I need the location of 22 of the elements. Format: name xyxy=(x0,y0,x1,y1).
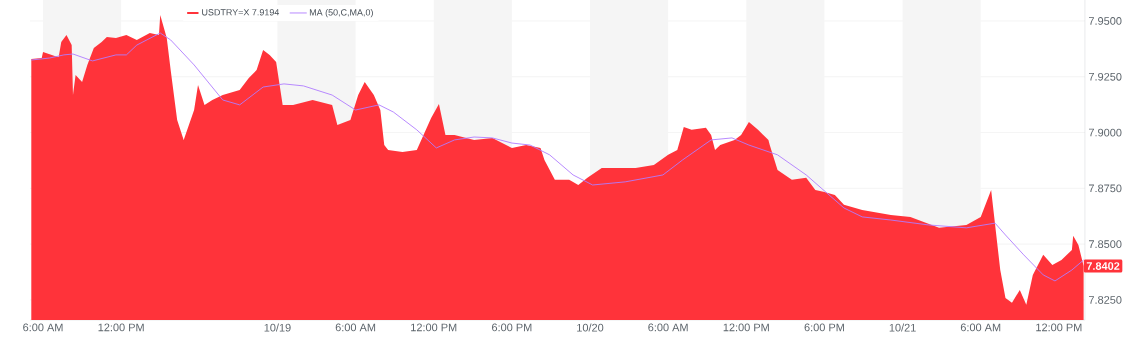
y-tick-label: 7.8250 xyxy=(1088,296,1122,304)
annotation: 7.8402 xyxy=(1086,262,1120,270)
x-tick-label: 12:00 PM xyxy=(723,323,769,332)
y-tick-label: 7.9000 xyxy=(1088,128,1122,137)
x-tick-label: 6:00 AM xyxy=(648,323,688,332)
x-tick-label: 10/19 xyxy=(264,323,291,332)
y-tick-label: 7.8500 xyxy=(1088,240,1122,249)
x-tick-label: 6:00 AM xyxy=(335,323,376,332)
x-tick-label: 6:00 PM xyxy=(804,323,844,332)
x-tick-label: 6:00 AM xyxy=(960,323,1001,332)
legend-label: USDTRY=X 7.9194 xyxy=(202,9,280,16)
y-tick-label: 7.8750 xyxy=(1088,184,1122,193)
x-tick-label: 12:00 PM xyxy=(411,323,457,332)
legend-label: MA (50,C,MA,0) xyxy=(309,8,373,18)
x-tick-label: 6:00 AM xyxy=(23,323,63,332)
x-tick-label: 12:00 PM xyxy=(98,323,144,332)
y-tick-label: 7.9500 xyxy=(1088,17,1122,25)
x-tick-label: 10/20 xyxy=(577,323,604,332)
y-tick-label: 7.9250 xyxy=(1088,72,1122,81)
x-tick-label: 6:00 PM xyxy=(492,323,532,332)
x-tick-label: 12:00 PM xyxy=(1036,323,1082,332)
x-tick-label: 10/21 xyxy=(889,323,916,332)
